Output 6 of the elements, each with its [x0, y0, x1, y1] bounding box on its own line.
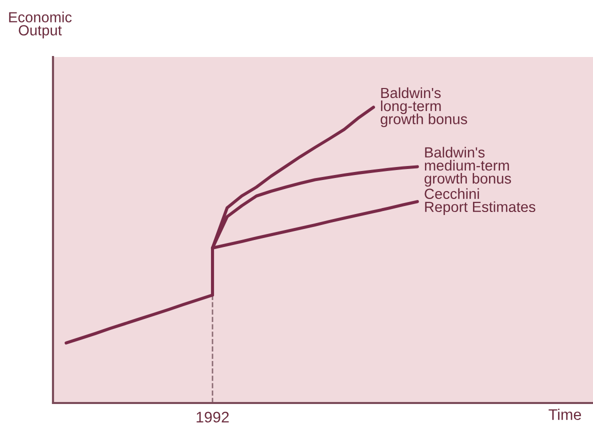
series-label: Baldwin's long-term growth bonus: [380, 87, 468, 128]
series-label: Cecchini Report Estimates: [424, 188, 536, 215]
text: 1992: [196, 412, 229, 423]
text: Time: [548, 408, 582, 420]
series-label: Baldwin's medium-term growth bonus: [424, 146, 512, 187]
y-axis-title: Economic Output: [9, 12, 72, 38]
